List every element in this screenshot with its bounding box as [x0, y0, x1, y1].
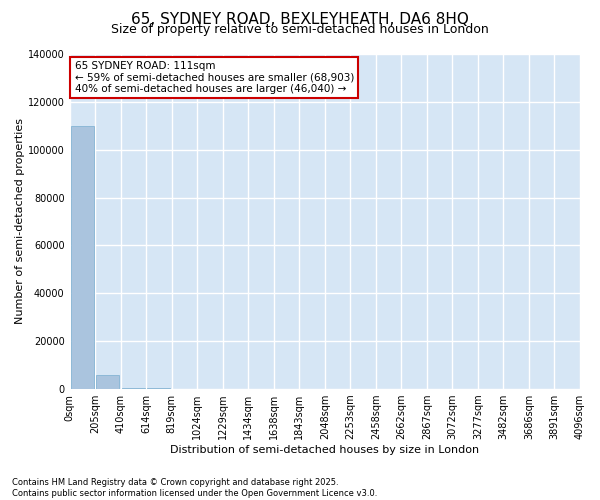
Text: Size of property relative to semi-detached houses in London: Size of property relative to semi-detach…	[111, 22, 489, 36]
Text: Contains HM Land Registry data © Crown copyright and database right 2025.
Contai: Contains HM Land Registry data © Crown c…	[12, 478, 377, 498]
Bar	[122, 388, 145, 389]
Text: 65 SYDNEY ROAD: 111sqm
← 59% of semi-detached houses are smaller (68,903)
40% of: 65 SYDNEY ROAD: 111sqm ← 59% of semi-det…	[74, 60, 354, 94]
Bar	[97, 374, 119, 389]
X-axis label: Distribution of semi-detached houses by size in London: Distribution of semi-detached houses by …	[170, 445, 479, 455]
Text: 65, SYDNEY ROAD, BEXLEYHEATH, DA6 8HQ: 65, SYDNEY ROAD, BEXLEYHEATH, DA6 8HQ	[131, 12, 469, 28]
Bar	[71, 126, 94, 389]
Y-axis label: Number of semi-detached properties: Number of semi-detached properties	[15, 118, 25, 324]
